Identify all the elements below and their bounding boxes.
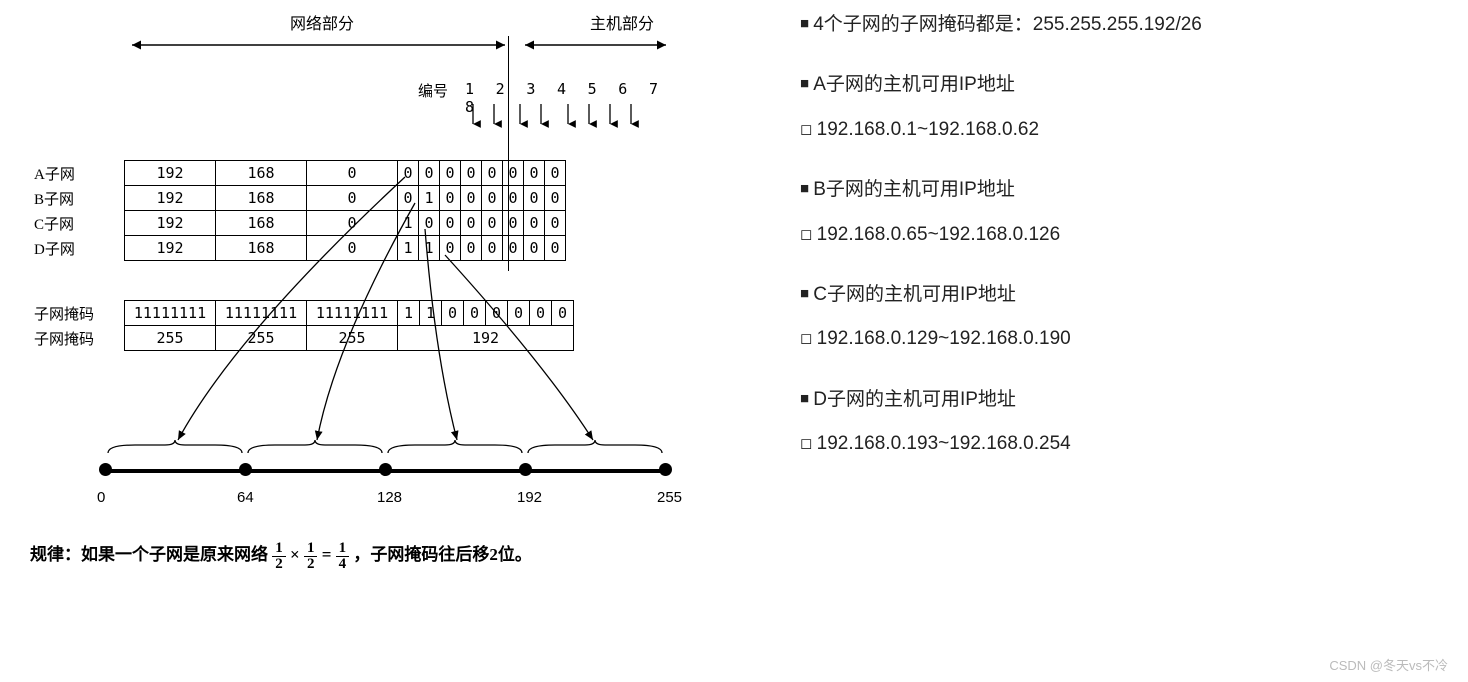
rule-pre: 规律：如果一个子网是原来网络: [30, 545, 268, 564]
braces: [105, 439, 665, 457]
subnet-d-title: D子网的主机可用IP地址: [800, 385, 1458, 415]
numline-dot: [99, 463, 112, 476]
numline-dot: [239, 463, 252, 476]
subnet-a-title: A子网的主机可用IP地址: [800, 70, 1458, 100]
host-part-label: 主机部分: [590, 10, 654, 34]
rule-text: 规律：如果一个子网是原来网络 12 × 12 = 14 ，子网掩码往后移2位。: [30, 540, 532, 572]
numline-tick: 64: [237, 489, 254, 506]
watermark: CSDN @冬天vs不冷: [1329, 655, 1448, 674]
subnet-d-range: 192.168.0.193~192.168.0.254: [800, 429, 1458, 459]
bit-down-arrows: [465, 102, 645, 128]
numline-dot: [379, 463, 392, 476]
subnet-c-range: 192.168.0.129~192.168.0.190: [800, 324, 1458, 354]
mask-summary: 4个子网的子网掩码都是：255.255.255.192/26: [800, 10, 1458, 40]
bit-number-label: 编号: [418, 80, 448, 101]
numline-tick: 255: [657, 489, 682, 506]
rule-post: ，子网掩码往后移2位。: [353, 545, 532, 564]
number-line: 064128192255: [105, 455, 685, 515]
ip-ranges-panel: 4个子网的子网掩码都是：255.255.255.192/26 A子网的主机可用I…: [730, 10, 1458, 570]
mapping-arrows: [105, 165, 705, 465]
numline-tick: 0: [97, 489, 105, 506]
subnet-diagram: 网络部分 主机部分 编号 1 2 3 4 5 6 7 8: [10, 10, 730, 570]
numline-tick: 128: [377, 489, 402, 506]
subnet-b-range: 192.168.0.65~192.168.0.126: [800, 220, 1458, 250]
numline-dot: [659, 463, 672, 476]
subnet-c-title: C子网的主机可用IP地址: [800, 280, 1458, 310]
numline-dot: [519, 463, 532, 476]
network-part-label: 网络部分: [290, 10, 354, 34]
range-arrows: [130, 36, 670, 52]
numline-tick: 192: [517, 489, 542, 506]
subnet-b-title: B子网的主机可用IP地址: [800, 175, 1458, 205]
subnet-a-range: 192.168.0.1~192.168.0.62: [800, 115, 1458, 145]
